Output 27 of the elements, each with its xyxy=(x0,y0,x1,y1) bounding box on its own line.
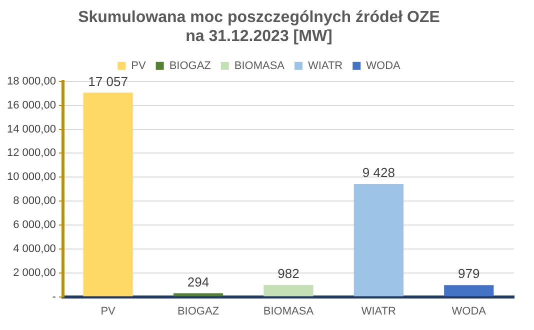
legend-label: WIATR xyxy=(308,60,343,72)
y-tick-label: 2 000,00 xyxy=(13,266,56,279)
x-tick-label: BIOGAZ xyxy=(177,305,220,318)
legend-label: BIOGAZ xyxy=(169,60,212,72)
text: 294 xyxy=(187,274,210,290)
x-tick-label: BIOMASA xyxy=(263,305,314,318)
x-tick-label: PV xyxy=(100,305,116,318)
y-tick-label: 12 000,00 xyxy=(7,147,56,160)
text: 17 057 xyxy=(88,74,128,89)
text: 982 xyxy=(278,266,300,282)
text: na 31.12.2023 [MW] xyxy=(186,28,332,46)
y-tick-label: 14 000,00 xyxy=(7,123,56,136)
y-tick-label: - xyxy=(52,290,56,303)
x-tick-label: WIATR xyxy=(361,305,396,318)
legend-label: PV xyxy=(131,60,146,72)
y-tick-label: 16 000,00 xyxy=(7,99,56,112)
y-tick-label: 6 000,00 xyxy=(13,219,56,232)
legend-label: BIOMASA xyxy=(234,60,286,72)
x-tick-label: WODA xyxy=(452,305,487,318)
text: 9 428 xyxy=(362,165,395,180)
y-tick-label: 18 000,00 xyxy=(7,75,56,88)
y-tick-label: 8 000,00 xyxy=(13,195,56,208)
text: Skumulowana moc poszczególnych źródeł OZE xyxy=(78,9,440,26)
y-tick-label: 10 000,00 xyxy=(7,171,56,184)
text: 979 xyxy=(458,266,480,282)
legend-label: WODA xyxy=(366,60,402,72)
y-tick-label: 4 000,00 xyxy=(13,242,56,255)
